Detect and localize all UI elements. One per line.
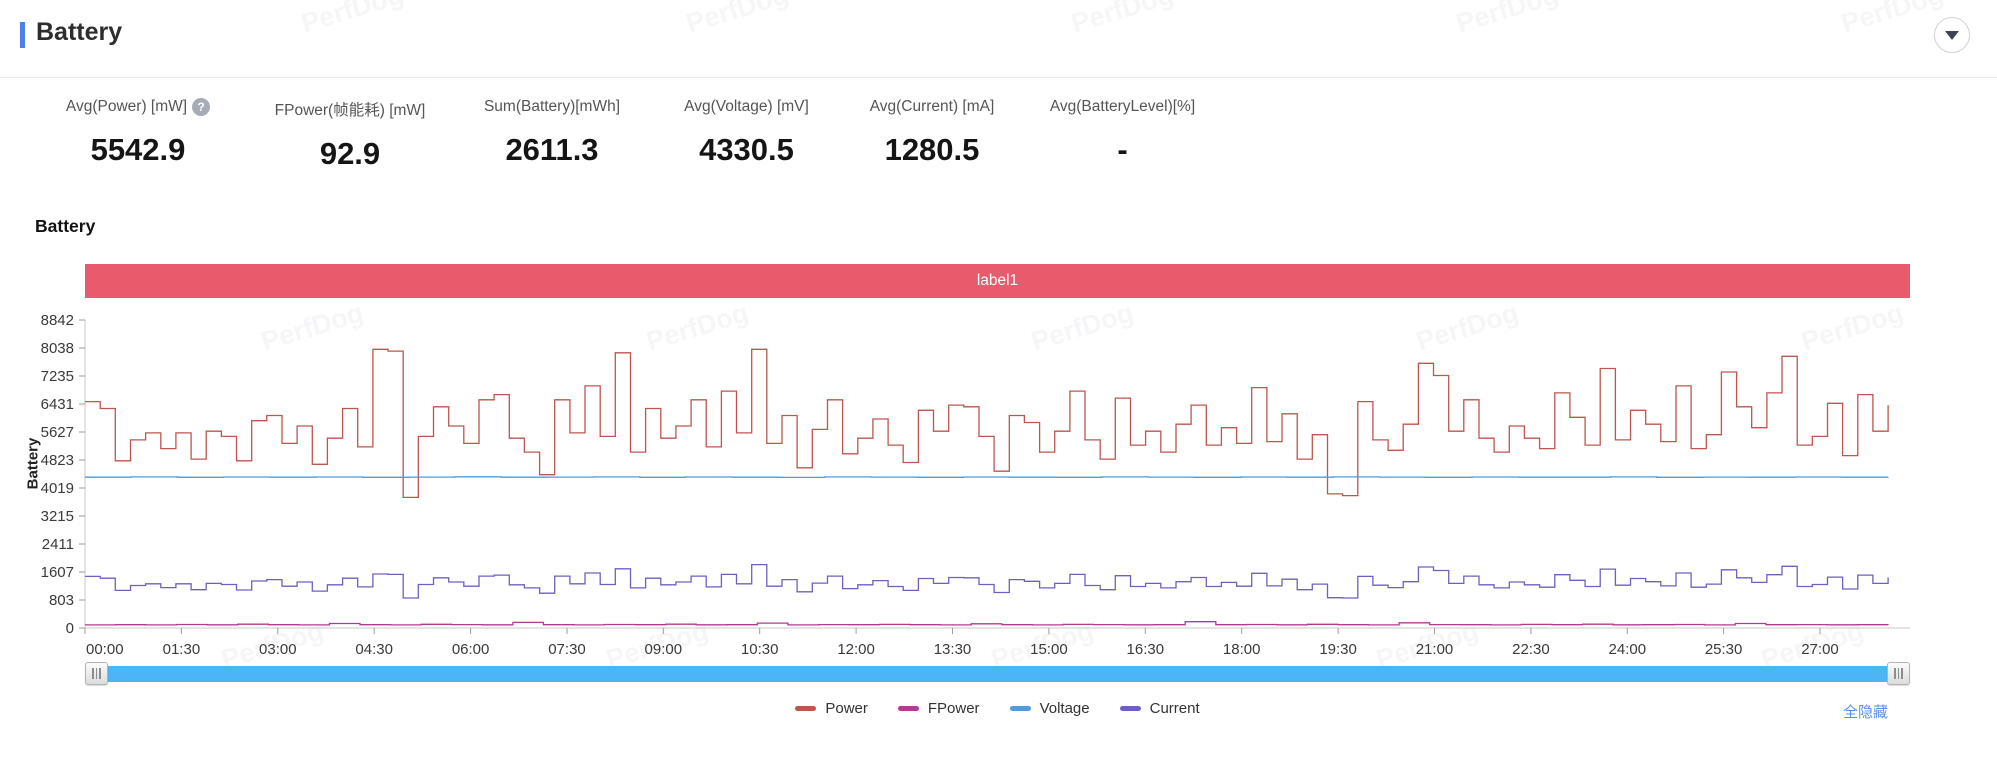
accent-bar — [20, 22, 25, 48]
stat-avg-current: Avg(Current) [mA] 1280.5 — [851, 98, 1013, 172]
svg-text:10:30: 10:30 — [741, 641, 779, 658]
legend-label: Voltage — [1039, 700, 1090, 717]
svg-text:19:30: 19:30 — [1319, 641, 1357, 658]
svg-text:1607: 1607 — [41, 564, 74, 581]
svg-text:8842: 8842 — [41, 312, 74, 329]
page-title: Battery — [36, 18, 123, 46]
svg-text:09:00: 09:00 — [645, 641, 683, 658]
legend-label: FPower — [927, 700, 980, 717]
svg-text:16:30: 16:30 — [1127, 641, 1165, 658]
stat-avg-power: Avg(Power) [mW]? 5542.9 — [38, 98, 238, 172]
svg-text:4823: 4823 — [41, 452, 74, 469]
svg-text:27:00: 27:00 — [1801, 641, 1839, 658]
label-banner-text: label1 — [976, 272, 1019, 289]
svg-text:04:30: 04:30 — [355, 641, 393, 658]
svg-text:00:00: 00:00 — [86, 641, 124, 658]
svg-text:07:30: 07:30 — [548, 641, 586, 658]
svg-text:25:30: 25:30 — [1705, 641, 1743, 658]
stat-label: Avg(Power) [mW] — [65, 98, 188, 115]
legend-row: Power FPower Voltage Current 全隐藏 — [85, 700, 1910, 724]
legend-item-current[interactable]: Current — [1119, 700, 1200, 717]
legend-items: Power FPower Voltage Current — [85, 700, 1910, 717]
svg-text:15:00: 15:00 — [1030, 641, 1068, 658]
stat-value: 2611.3 — [505, 132, 599, 167]
label-banner: label1 — [85, 264, 1910, 298]
svg-text:803: 803 — [49, 592, 74, 609]
stat-label: Sum(Battery)[mWh] — [483, 98, 621, 115]
chart-canvas[interactable]: 8842 8038 7235 6431 5627 4823 4019 3215 2411 1607… — [41, 312, 1910, 658]
svg-text:0: 0 — [66, 620, 74, 637]
stat-value: 4330.5 — [699, 132, 794, 167]
legend-label: Current — [1149, 700, 1200, 717]
svg-text:18:00: 18:00 — [1223, 641, 1261, 658]
stat-value: - — [1117, 132, 1128, 167]
legend-item-power[interactable]: Power — [795, 700, 868, 717]
battery-chart-plot[interactable]: 8842 8038 7235 6431 5627 4823 4019 3215 2411 1607… — [41, 312, 1910, 658]
legend-swatch — [795, 706, 817, 711]
stat-avg-battery-level: Avg(BatteryLevel)[%] - — [1035, 98, 1210, 172]
stat-avg-voltage: Avg(Voltage) [mV] 4330.5 — [664, 98, 829, 172]
svg-text:21:00: 21:00 — [1416, 641, 1454, 658]
scrollbar-right-handle[interactable] — [1887, 662, 1910, 685]
stat-fpower: FPower(帧能耗) [mW] 92.9 — [260, 98, 440, 172]
legend-label: Power — [825, 700, 868, 717]
chart-section-title: Battery — [35, 216, 96, 236]
stat-value: 1280.5 — [884, 132, 980, 167]
svg-text:4019: 4019 — [41, 480, 74, 497]
help-icon[interactable]: ? — [192, 98, 211, 116]
hide-all-link[interactable]: 全隐藏 — [1843, 704, 1889, 721]
stat-value: 5542.9 — [90, 132, 186, 167]
svg-text:03:00: 03:00 — [259, 641, 297, 658]
svg-text:06:00: 06:00 — [452, 641, 490, 658]
svg-text:8038: 8038 — [41, 340, 74, 357]
stat-sum-battery: Sum(Battery)[mWh] 2611.3 — [462, 98, 642, 172]
legend-swatch — [1119, 706, 1141, 711]
y-axis-title: Battery — [24, 437, 42, 490]
chart-range-scrollbar[interactable] — [85, 666, 1910, 682]
panel-header: Battery — [0, 0, 1997, 78]
legend-item-voltage[interactable]: Voltage — [1009, 700, 1090, 717]
svg-text:7235: 7235 — [41, 368, 74, 385]
caret-down-icon — [1945, 30, 1959, 40]
legend-swatch — [897, 706, 919, 711]
svg-text:01:30: 01:30 — [163, 641, 201, 658]
legend-swatch — [1009, 706, 1031, 711]
stat-label: FPower(帧能耗) [mW] — [274, 102, 426, 119]
svg-text:5627: 5627 — [41, 424, 74, 441]
svg-text:3215: 3215 — [41, 508, 74, 525]
stat-label: Avg(Current) [mA] — [869, 98, 995, 115]
stats-row: Avg(Power) [mW]? 5542.9 FPower(帧能耗) [mW]… — [38, 98, 1210, 172]
scrollbar-left-handle[interactable] — [85, 662, 108, 685]
collapse-button[interactable] — [1934, 17, 1970, 53]
svg-text:2411: 2411 — [42, 536, 74, 553]
legend-item-fpower[interactable]: FPower — [897, 700, 980, 717]
svg-text:24:00: 24:00 — [1609, 641, 1647, 658]
stat-label: Avg(Voltage) [mV] — [684, 98, 809, 115]
stat-value: 92.9 — [319, 136, 381, 171]
svg-text:13:30: 13:30 — [934, 641, 972, 658]
stat-label: Avg(BatteryLevel)[%] — [1049, 98, 1196, 115]
svg-text:22:30: 22:30 — [1512, 641, 1550, 658]
svg-text:12:00: 12:00 — [837, 641, 875, 658]
svg-text:6431: 6431 — [41, 396, 74, 413]
